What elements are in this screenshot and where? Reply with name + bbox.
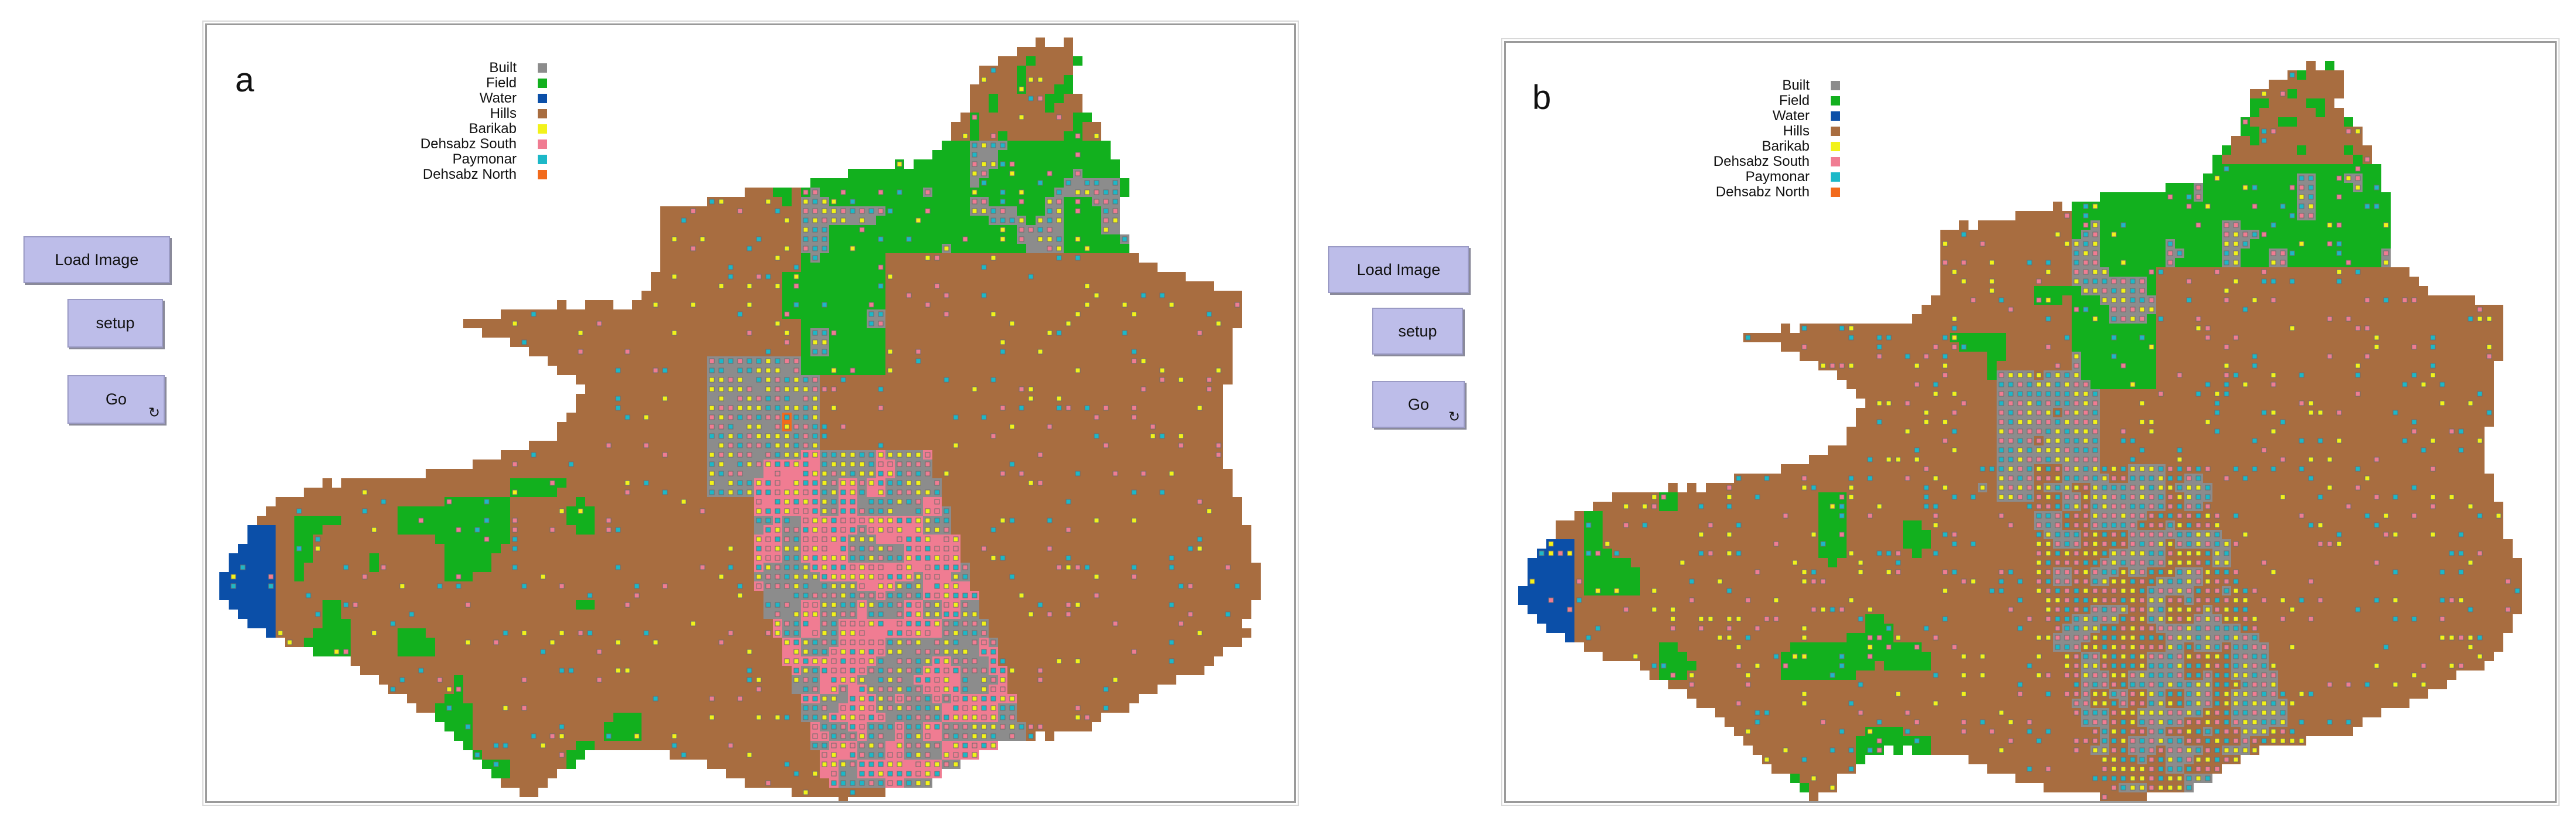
legend-swatch bbox=[538, 124, 547, 134]
legend-label: Barikab bbox=[1762, 138, 1810, 154]
legend-swatch bbox=[1831, 142, 1840, 151]
legend-label: Built bbox=[489, 60, 517, 76]
legend-swatch bbox=[538, 139, 547, 149]
land-cover-map-a bbox=[219, 38, 1261, 801]
legend-row: Paymonar bbox=[348, 152, 547, 167]
legend-swatch bbox=[538, 155, 547, 164]
legend-a: Built Field Water Hills Barikab Dehsabz South… bbox=[348, 60, 547, 182]
legend-row: Built bbox=[1641, 78, 1840, 93]
legend-row: Dehsabz South bbox=[1641, 154, 1840, 169]
go-label: Go bbox=[105, 390, 127, 408]
panel-letter-b: b bbox=[1532, 79, 1552, 117]
legend-label: Field bbox=[486, 75, 517, 91]
legend-row: Hills bbox=[348, 106, 547, 121]
legend-row: Built bbox=[348, 60, 547, 76]
legend-row: Field bbox=[1641, 93, 1840, 108]
legend-swatch bbox=[1831, 127, 1840, 136]
legend-label: Dehsabz North bbox=[1715, 184, 1810, 200]
legend-label: Hills bbox=[490, 105, 517, 121]
legend-row: Water bbox=[348, 91, 547, 106]
legend-row: Dehsabz North bbox=[348, 167, 547, 182]
legend-label: Water bbox=[479, 90, 517, 106]
legend-swatch bbox=[1831, 81, 1840, 90]
legend-row: Barikab bbox=[348, 121, 547, 137]
setup-button-a[interactable]: setup bbox=[67, 299, 163, 348]
legend-row: Paymonar bbox=[1641, 169, 1840, 185]
legend-row: Dehsabz North bbox=[1641, 185, 1840, 200]
legend-label: Field bbox=[1779, 93, 1810, 108]
legend-swatch bbox=[1831, 111, 1840, 121]
legend-swatch bbox=[1831, 172, 1840, 182]
world-view-a[interactable]: a Built Field Water Hills Barikab Dehsabz Sou… bbox=[202, 21, 1299, 806]
legend-label: Barikab bbox=[469, 121, 517, 137]
legend-swatch bbox=[538, 63, 547, 73]
legend-row: Hills bbox=[1641, 124, 1840, 139]
land-cover-cells bbox=[1518, 61, 2522, 801]
land-cover-map-b bbox=[1518, 61, 2522, 801]
legend-label: Hills bbox=[1783, 123, 1810, 139]
legend-label: Paymonar bbox=[452, 151, 517, 167]
legend-label: Dehsabz South bbox=[420, 136, 517, 152]
legend-label: Dehsabz South bbox=[1713, 154, 1810, 169]
go-label: Go bbox=[1407, 395, 1430, 413]
legend-swatch bbox=[538, 170, 547, 179]
legend-row: Water bbox=[1641, 108, 1840, 124]
legend-swatch bbox=[1831, 157, 1840, 166]
setup-button-b[interactable]: setup bbox=[1372, 308, 1463, 355]
world-view-b[interactable]: b Built Field Water Hills Barikab Dehsabz Sou… bbox=[1501, 38, 2560, 806]
forever-loop-icon: ↻ bbox=[148, 405, 160, 421]
go-button-a[interactable]: Go ↻ bbox=[67, 375, 165, 424]
land-cover-cells bbox=[219, 38, 1261, 801]
legend-label: Water bbox=[1772, 108, 1810, 124]
forever-loop-icon: ↻ bbox=[1448, 409, 1460, 425]
legend-swatch bbox=[538, 79, 547, 88]
panel-letter-a: a bbox=[235, 61, 254, 99]
load-image-button-a[interactable]: Load Image bbox=[23, 236, 170, 283]
legend-row: Field bbox=[348, 76, 547, 91]
legend-row: Dehsabz South bbox=[348, 137, 547, 152]
legend-label: Paymonar bbox=[1745, 169, 1810, 185]
go-button-b[interactable]: Go ↻ bbox=[1372, 381, 1465, 428]
legend-swatch bbox=[1831, 96, 1840, 105]
legend-label: Built bbox=[1782, 77, 1810, 93]
load-image-button-b[interactable]: Load Image bbox=[1328, 246, 1469, 293]
legend-swatch bbox=[538, 94, 547, 103]
legend-swatch bbox=[1831, 188, 1840, 197]
legend-label: Dehsabz North bbox=[422, 166, 517, 182]
legend-b: Built Field Water Hills Barikab Dehsabz South… bbox=[1641, 78, 1840, 200]
legend-row: Barikab bbox=[1641, 139, 1840, 154]
legend-swatch bbox=[538, 109, 547, 118]
